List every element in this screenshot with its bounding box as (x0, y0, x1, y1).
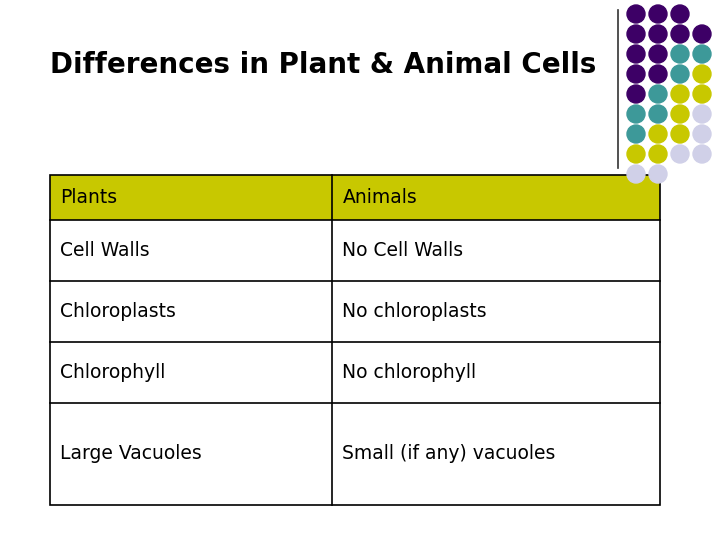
Circle shape (671, 65, 689, 83)
Circle shape (627, 125, 645, 143)
Circle shape (693, 105, 711, 123)
Circle shape (627, 105, 645, 123)
Circle shape (671, 5, 689, 23)
Text: Plants: Plants (60, 188, 117, 207)
Circle shape (693, 65, 711, 83)
Text: Differences in Plant & Animal Cells: Differences in Plant & Animal Cells (50, 51, 596, 79)
Circle shape (693, 125, 711, 143)
Circle shape (671, 145, 689, 163)
Circle shape (627, 25, 645, 43)
Text: Chlorophyll: Chlorophyll (60, 363, 166, 382)
Circle shape (671, 45, 689, 63)
Circle shape (693, 145, 711, 163)
Text: Chloroplasts: Chloroplasts (60, 302, 176, 321)
Circle shape (627, 65, 645, 83)
Text: No chlorophyll: No chlorophyll (343, 363, 477, 382)
Bar (50, 175, 660, 505)
Circle shape (627, 145, 645, 163)
Circle shape (649, 165, 667, 183)
Text: Large Vacuoles: Large Vacuoles (60, 444, 202, 463)
Circle shape (627, 5, 645, 23)
Circle shape (671, 125, 689, 143)
Circle shape (649, 45, 667, 63)
Circle shape (649, 65, 667, 83)
Circle shape (693, 25, 711, 43)
Circle shape (649, 85, 667, 103)
Circle shape (649, 145, 667, 163)
Circle shape (649, 125, 667, 143)
Text: No Cell Walls: No Cell Walls (343, 241, 464, 260)
Circle shape (649, 25, 667, 43)
Circle shape (649, 5, 667, 23)
Bar (50, 175, 660, 220)
Circle shape (649, 105, 667, 123)
Circle shape (627, 165, 645, 183)
Circle shape (693, 45, 711, 63)
Circle shape (671, 25, 689, 43)
Text: Animals: Animals (343, 188, 417, 207)
Text: No chloroplasts: No chloroplasts (343, 302, 487, 321)
Text: Cell Walls: Cell Walls (60, 241, 150, 260)
Bar (50, 175, 660, 505)
Text: Small (if any) vacuoles: Small (if any) vacuoles (343, 444, 556, 463)
Circle shape (627, 85, 645, 103)
Circle shape (627, 45, 645, 63)
Circle shape (671, 105, 689, 123)
Circle shape (671, 85, 689, 103)
Circle shape (693, 85, 711, 103)
